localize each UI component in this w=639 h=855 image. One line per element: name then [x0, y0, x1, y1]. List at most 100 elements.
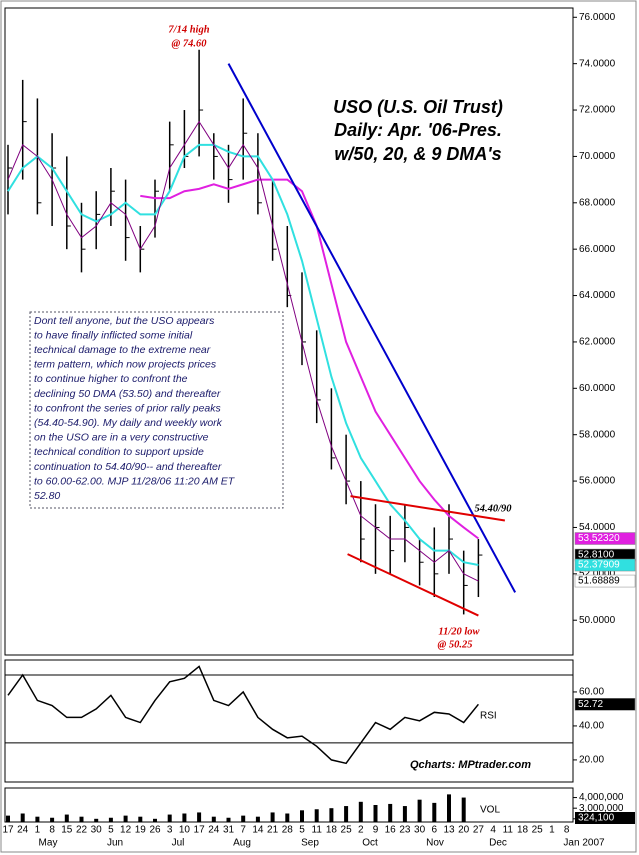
volume-bar [417, 799, 422, 822]
x-tick-label: 11 [312, 825, 323, 836]
month-label: Jan 2007 [563, 838, 605, 849]
x-tick-label: 23 [399, 825, 411, 836]
value-badge [574, 574, 636, 588]
volume-bar [300, 810, 304, 822]
value-badge-label: 324,100 [578, 813, 615, 824]
note-line: technical condition to support upside [34, 446, 204, 458]
volume-bar [6, 815, 10, 822]
rsi-panel [4, 659, 574, 783]
note-line: to continue higher to confront the [34, 373, 188, 385]
note-line: term pattern, which now projects prices [34, 359, 217, 371]
x-tick-label: 25 [532, 825, 544, 836]
x-tick-label: 11 [503, 825, 514, 836]
value-badge-label: 52.72 [578, 699, 603, 710]
x-tick-label: 3 [167, 825, 173, 836]
month-label: Sep [301, 838, 319, 849]
y-tick-label: 4,000,000 [579, 792, 624, 803]
volume-bar [285, 813, 290, 822]
volume-bar [94, 818, 99, 822]
x-tick-label: 10 [179, 825, 191, 836]
month-label: Dec [489, 838, 507, 849]
x-tick-label: 25 [341, 825, 353, 836]
volume-bar [50, 817, 55, 822]
month-label: Aug [233, 838, 251, 849]
x-tick-label: 9 [373, 825, 379, 836]
x-tick-label: 1 [35, 825, 41, 836]
volume-bar [358, 801, 363, 822]
x-tick-label: 31 [223, 825, 235, 836]
moving-average [140, 178, 480, 540]
value-badge-label: 53.52320 [578, 533, 620, 544]
month-label: May [39, 838, 58, 849]
x-tick-label: 4 [490, 825, 496, 836]
x-tick-label: 14 [252, 825, 264, 836]
x-tick-label: 27 [473, 825, 485, 836]
x-tick-label: 7 [240, 825, 246, 836]
x-tick-label: 18 [517, 825, 529, 836]
note-line: (54.40-54.90). My daily and weekly work [34, 417, 223, 429]
x-tick-label: 24 [208, 825, 220, 836]
volume-bar [388, 803, 393, 822]
x-tick-label: 5 [108, 825, 114, 836]
x-tick-label: 13 [443, 825, 455, 836]
y-tick-label: 54.0000 [579, 522, 616, 533]
x-tick-label: 18 [326, 825, 338, 836]
note-line: to 60.00-62.00. MJP 11/28/06 11:20 AM ET [34, 475, 236, 487]
x-tick-label: 24 [17, 825, 29, 836]
value-badge [574, 558, 636, 572]
x-tick-label: 26 [149, 825, 161, 836]
x-tick-label: 21 [267, 825, 279, 836]
y-tick-label: 58.0000 [579, 429, 616, 440]
title: w/50, 20, & 9 DMA's [334, 144, 501, 164]
value-badge-label: 52.37909 [578, 560, 620, 571]
month-label: Jun [107, 838, 123, 849]
month-label: Nov [426, 838, 444, 849]
volume-bar [138, 816, 143, 822]
y-tick-label: 66.0000 [579, 244, 616, 255]
y-tick-label: 50.0000 [579, 615, 616, 626]
x-tick-label: 30 [414, 825, 426, 836]
annotation: @ 50.25 [438, 639, 473, 650]
volume-label: VOL [480, 805, 500, 816]
volume-bar [344, 806, 349, 822]
volume-bar [329, 808, 334, 822]
month-label: Jul [172, 838, 185, 849]
volume-bar [255, 816, 260, 822]
annotation: 54.40/90 [474, 503, 512, 514]
y-tick-label: 74.0000 [579, 58, 616, 69]
rsi-line [7, 665, 479, 765]
y-tick-label: 60.00 [579, 687, 604, 698]
x-tick-label: 15 [61, 825, 73, 836]
volume-bar [108, 817, 113, 822]
volume-bar [432, 802, 437, 822]
x-tick-label: 17 [2, 825, 14, 836]
note-line: 52.80 [34, 490, 60, 502]
volume-bar [373, 805, 378, 822]
x-tick-label: 8 [564, 825, 570, 836]
volume-bar [241, 815, 246, 822]
volume-bar [64, 814, 69, 822]
value-badge [575, 812, 635, 824]
y-tick-label: 52.0000 [579, 568, 616, 579]
price-panel [4, 7, 574, 656]
value-badge [574, 698, 636, 711]
trend-line [350, 495, 506, 522]
value-badge [574, 532, 636, 545]
volume-bar [20, 813, 25, 822]
note-box [29, 311, 284, 509]
x-tick-label: 17 [194, 825, 206, 836]
volume-bar [314, 809, 319, 822]
volume-bar [226, 817, 231, 822]
annotation: 11/20 low [438, 626, 480, 637]
x-tick-label: 22 [76, 825, 88, 836]
annotation: @ 74.60 [172, 38, 208, 49]
y-tick-label: 64.0000 [579, 290, 616, 301]
x-tick-label: 16 [385, 825, 397, 836]
note-line: to have finally inflicted some initial [34, 329, 193, 341]
title: Daily: Apr. '06-Pres. [334, 120, 502, 140]
x-tick-label: 2 [358, 825, 364, 836]
x-tick-label: 1 [549, 825, 555, 836]
trend-line [227, 63, 517, 593]
note-line: on the USO are in a very constructive [34, 432, 209, 444]
